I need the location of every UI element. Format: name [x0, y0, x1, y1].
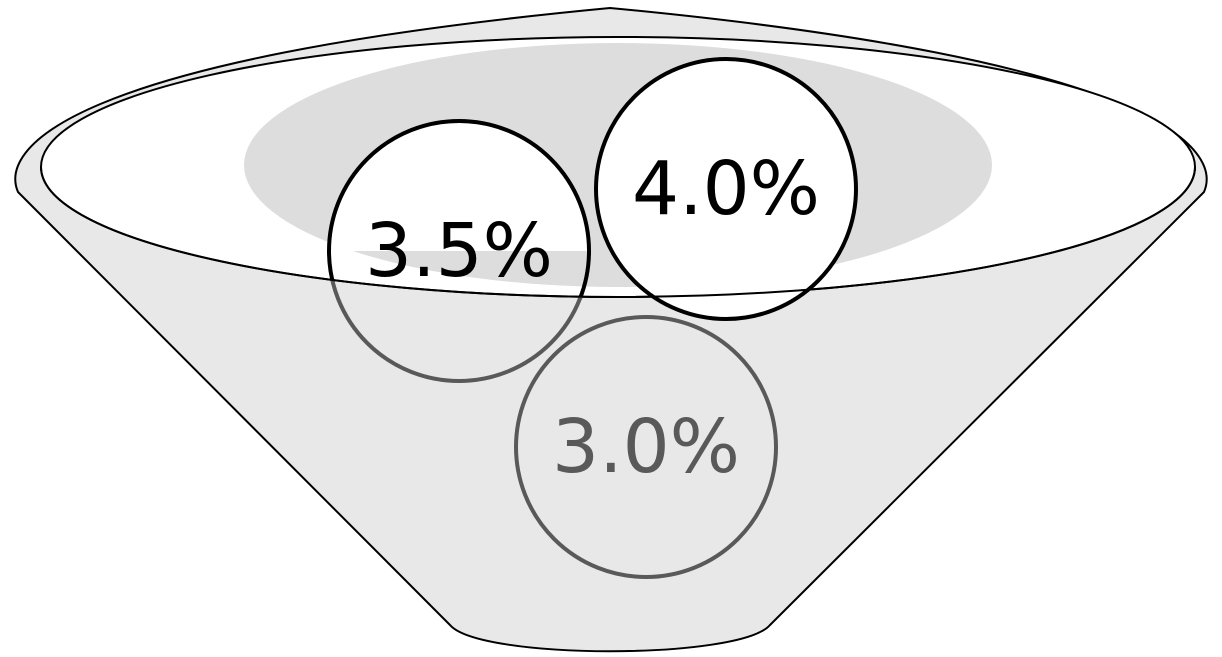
ball-3-0-circle [514, 315, 778, 579]
ball-4-0-label: 4.0% [632, 146, 820, 232]
ball-4-0-fill [596, 59, 856, 319]
ball-4-0: 4.0% [594, 57, 858, 321]
ball-4-0-circle [594, 57, 858, 321]
bowl-rim-front [40, 166, 1196, 298]
ball-3-5-upper [329, 121, 589, 251]
ball-3-0: 3.0% [514, 315, 778, 579]
ball-3-0-label: 3.0% [552, 404, 740, 490]
ball-3-5: 3.5% [327, 119, 591, 383]
ball-3-5-circle-top [327, 119, 591, 301]
ball-3-5-label: 3.5% [365, 208, 553, 294]
